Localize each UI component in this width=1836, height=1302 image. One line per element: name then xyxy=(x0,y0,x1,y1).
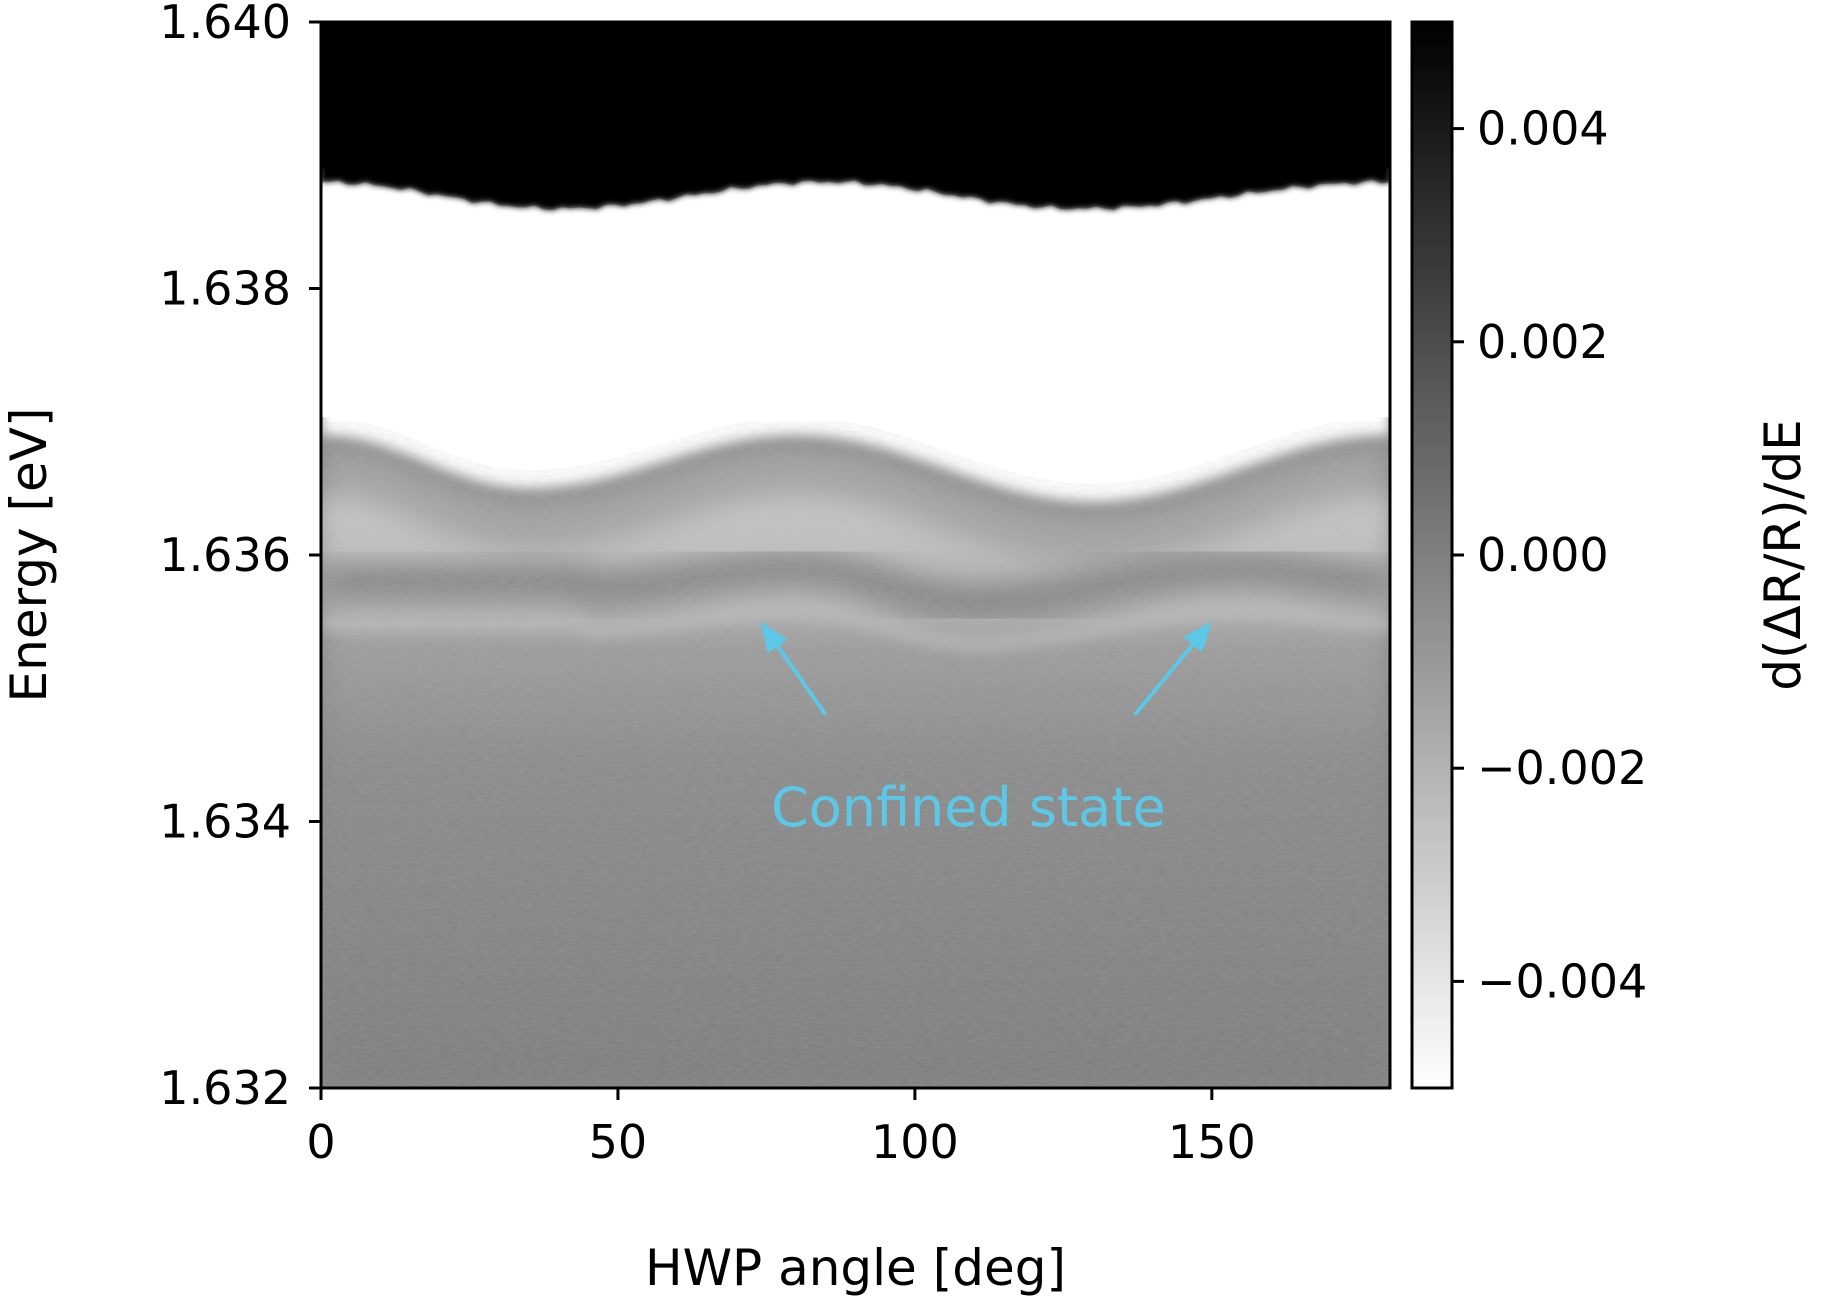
y-tick-label: 1.632 xyxy=(159,1061,291,1115)
colorbar-label: d(ΔR/R)/dE xyxy=(1754,419,1812,690)
y-axis-label: Energy [eV] xyxy=(0,408,58,703)
y-tick-label: 1.640 xyxy=(159,0,291,49)
x-tick-label: 0 xyxy=(306,1115,335,1169)
x-axis-label: HWP angle [deg] xyxy=(645,1239,1066,1297)
colorbar-tick-label: −0.004 xyxy=(1477,954,1647,1008)
y-tick-label: 1.634 xyxy=(159,795,291,849)
annotation-arrow-shaft xyxy=(776,645,828,717)
colorbar-gradient xyxy=(1412,22,1452,1088)
colorbar-tick-label: −0.002 xyxy=(1477,741,1647,795)
annotation-arrow-head xyxy=(1183,621,1212,653)
x-tick-label: 150 xyxy=(1168,1115,1256,1169)
colorbar-tick-label: 0.002 xyxy=(1477,315,1609,369)
y-tick-label: 1.638 xyxy=(159,262,291,316)
axes: 0 50 100 150 1.632 1.634 1.636 1.638 1.640 xyxy=(159,0,1392,1169)
heatmap-image xyxy=(321,22,1390,1088)
x-tick-label: 50 xyxy=(589,1115,648,1169)
y-tick-label: 1.636 xyxy=(159,528,291,582)
colorbar-tick-label: 0.004 xyxy=(1477,102,1609,156)
heatmap-dark-top xyxy=(321,22,1390,169)
annotation-layer: Confined state xyxy=(760,621,1212,839)
annotation-text: Confined state xyxy=(771,776,1166,839)
colorbar-tick-label: 0.000 xyxy=(1477,528,1609,582)
x-tick-label: 100 xyxy=(871,1115,959,1169)
colorbar: −0.004 −0.002 0.000 0.002 0.004 xyxy=(1410,20,1647,1090)
annotation-arrow-head xyxy=(760,621,788,654)
heatmap-bright-core xyxy=(321,179,1390,484)
heatmap-noise xyxy=(321,421,1390,1088)
annotation-arrow-shaft xyxy=(1133,643,1195,717)
